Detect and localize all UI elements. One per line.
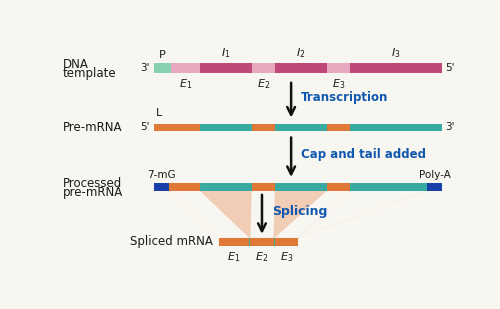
Polygon shape — [274, 191, 350, 238]
Text: $E_1$: $E_1$ — [228, 250, 240, 264]
Polygon shape — [250, 191, 275, 238]
Text: 5': 5' — [446, 63, 455, 73]
FancyBboxPatch shape — [427, 183, 442, 191]
Text: Splicing: Splicing — [272, 205, 327, 218]
FancyBboxPatch shape — [327, 63, 350, 73]
Text: $E_1$: $E_1$ — [178, 77, 192, 91]
Text: $I_3$: $I_3$ — [392, 47, 401, 60]
Text: pre-mRNA: pre-mRNA — [62, 186, 123, 199]
Polygon shape — [169, 191, 250, 238]
Text: P: P — [159, 50, 166, 60]
Text: Pre-mRNA: Pre-mRNA — [62, 121, 122, 134]
FancyBboxPatch shape — [154, 124, 443, 131]
Text: $E_3$: $E_3$ — [332, 77, 345, 91]
FancyBboxPatch shape — [252, 124, 275, 131]
FancyBboxPatch shape — [154, 183, 443, 191]
Text: Poly-A: Poly-A — [418, 170, 450, 180]
Text: Processed: Processed — [62, 177, 122, 190]
FancyBboxPatch shape — [252, 183, 275, 191]
FancyBboxPatch shape — [169, 183, 200, 191]
FancyBboxPatch shape — [275, 63, 327, 73]
Text: $E_2$: $E_2$ — [256, 77, 270, 91]
Text: Spliced mRNA: Spliced mRNA — [130, 235, 213, 248]
FancyBboxPatch shape — [154, 183, 169, 191]
Text: Transcription: Transcription — [301, 91, 388, 104]
Text: $I_2$: $I_2$ — [296, 47, 306, 60]
Text: template: template — [62, 67, 116, 80]
Polygon shape — [298, 191, 427, 238]
FancyBboxPatch shape — [171, 63, 200, 73]
Text: Cap and tail added: Cap and tail added — [301, 148, 426, 161]
Text: 5': 5' — [140, 122, 149, 133]
FancyBboxPatch shape — [327, 183, 350, 191]
Polygon shape — [169, 191, 427, 238]
FancyBboxPatch shape — [154, 63, 171, 73]
Text: $E_2$: $E_2$ — [256, 250, 268, 264]
FancyBboxPatch shape — [218, 238, 298, 246]
Text: 3': 3' — [140, 63, 149, 73]
FancyBboxPatch shape — [200, 63, 252, 73]
Text: 7-mG: 7-mG — [147, 170, 176, 180]
Text: $E_3$: $E_3$ — [280, 250, 293, 264]
Text: 3': 3' — [446, 122, 455, 133]
FancyBboxPatch shape — [327, 124, 350, 131]
Text: L: L — [156, 108, 162, 118]
Text: DNA: DNA — [62, 58, 88, 71]
FancyBboxPatch shape — [252, 63, 275, 73]
Text: $I_1$: $I_1$ — [221, 47, 230, 60]
FancyBboxPatch shape — [154, 124, 200, 131]
FancyBboxPatch shape — [350, 63, 442, 73]
